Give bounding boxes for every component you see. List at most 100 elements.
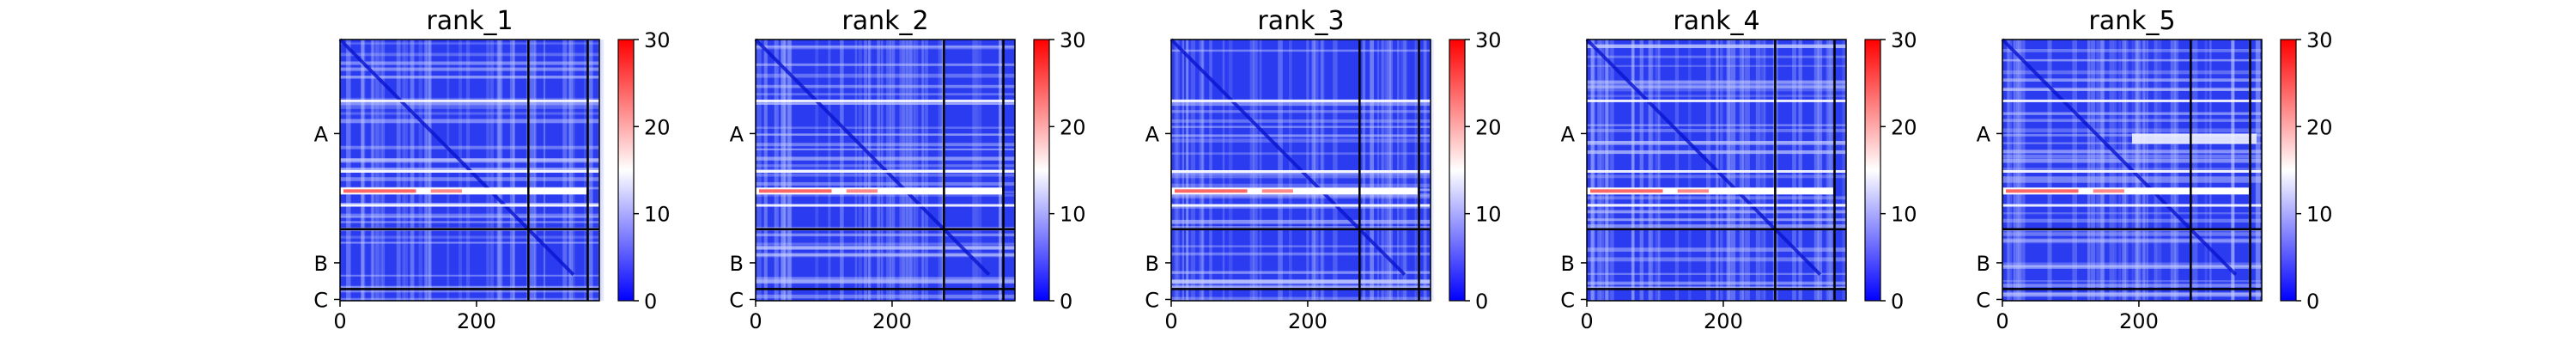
- heatmap-row-band: [756, 164, 1015, 168]
- y-tick-label: A: [1561, 122, 1576, 146]
- heatmap-row-band: [2002, 292, 2262, 297]
- heatmap-row-band: [2002, 232, 2262, 236]
- y-tick-label: A: [314, 122, 329, 146]
- heatmap-row-band: [1171, 110, 1431, 113]
- heatmap-row-band: [1171, 152, 1431, 156]
- x-tick-label: 200: [1704, 309, 1743, 333]
- heatmap-row-band: [756, 247, 1015, 250]
- heatmap-row-band: [2002, 212, 2262, 215]
- colorbar-tick-label: 10: [1060, 203, 1086, 227]
- heatmap-row-band: [1587, 64, 1846, 67]
- heatmap-row-band: [340, 119, 599, 124]
- heatmap-row-band: [1587, 55, 1846, 58]
- heatmap-row-band: [756, 101, 1015, 105]
- colorbar-tick-label: 10: [1891, 203, 1917, 227]
- panel-title: rank_5: [2088, 6, 2175, 36]
- heatmap-row-band: [756, 84, 1015, 89]
- y-tick-label: B: [730, 252, 744, 276]
- heatmap-row-band: [756, 279, 1015, 283]
- heatmap-row-band: [1171, 252, 1431, 255]
- y-tick-label: C: [1976, 288, 1990, 312]
- heatmap-row-band: [1171, 138, 1431, 143]
- heatmap-row-band: [1587, 272, 1846, 275]
- heatmap-row-band: [2002, 262, 2262, 266]
- heatmap-row-band: [2002, 158, 2262, 163]
- heatmap-row-band: [756, 294, 1015, 299]
- heatmap-row-band: [1587, 80, 1846, 84]
- y-tick-label: B: [1145, 252, 1159, 276]
- plot-frame: [1170, 39, 1431, 302]
- heatmap-row-band: [340, 159, 599, 163]
- heatmap-row-band: [1171, 253, 1431, 256]
- heatmap-row-band: [1587, 128, 1846, 132]
- heatmap-row-band: [1171, 271, 1431, 274]
- heatmap-row-band: [1171, 195, 1431, 199]
- heatmap-row-band: [1171, 284, 1431, 290]
- colorbar-tick-label: 30: [1060, 28, 1086, 52]
- colorbar-tick-label: 30: [2306, 28, 2333, 52]
- heatmap-row-band: [756, 126, 1015, 129]
- heatmap-row-band: [340, 145, 599, 150]
- colorbar: [1033, 39, 1050, 302]
- heatmap-row-band: [756, 45, 1015, 48]
- y-tick-label: B: [1977, 252, 1990, 276]
- heatmap-row-band: [1171, 279, 1431, 284]
- y-tick-label: B: [314, 252, 328, 276]
- colorbar: [2280, 39, 2297, 302]
- heatmap-row-band: [1171, 225, 1431, 230]
- heatmap-col-band: [598, 40, 605, 301]
- y-tick-label: C: [1145, 288, 1159, 312]
- heatmap-row-band: [1171, 119, 1431, 123]
- heatmap-row-band: [1587, 211, 1846, 214]
- heatmap-row-band: [2002, 265, 2262, 269]
- heatmap-row-band: [1587, 85, 1846, 89]
- colorbar-tick-label: 20: [644, 115, 671, 139]
- heatmap-white-stripe: [1587, 99, 1846, 102]
- x-tick-label: 200: [872, 309, 912, 333]
- panel-title: rank_2: [841, 6, 928, 36]
- heatmap-hot-band: [846, 189, 878, 193]
- heatmap-row-band: [1587, 141, 1846, 143]
- heatmap-row-band: [756, 277, 1015, 280]
- heatmap-row-band: [1587, 83, 1846, 88]
- heatmap-row-band: [2002, 119, 2262, 122]
- panel-title: rank_3: [1257, 6, 1344, 36]
- heatmap-row-band: [2002, 154, 2262, 159]
- heatmap-row-band: [2002, 284, 2262, 288]
- heatmap-row-band: [756, 73, 1015, 78]
- heatmap-diagonal: [1170, 38, 1406, 277]
- heatmap-hot-band: [1261, 189, 1293, 193]
- heatmap-row-band: [756, 242, 1015, 246]
- heatmap-row-band: [2002, 128, 2262, 133]
- heatmap-row-band: [2002, 58, 2262, 62]
- heatmap-col-band: [598, 40, 603, 301]
- heatmap-row-band: [1171, 285, 1431, 290]
- y-tick-label: B: [1561, 252, 1575, 276]
- heatmap-diagonal: [1585, 38, 1822, 277]
- heatmap-row-band: [1587, 95, 1846, 98]
- heatmap-col-band: [1430, 40, 1434, 301]
- heatmap-row-band: [1587, 150, 1846, 154]
- plot-frame: [1586, 39, 1847, 302]
- colorbar-tick-label: 20: [2306, 115, 2333, 139]
- heatmap-row-band: [340, 274, 599, 277]
- heatmap-row-band: [340, 213, 599, 217]
- heatmap-row-band: [756, 93, 1015, 96]
- x-tick-label: 0: [1996, 309, 2008, 333]
- heatmap-row-band: [2002, 239, 2262, 244]
- heatmap-white-stripe: [2002, 170, 2262, 173]
- panel-title: rank_4: [1673, 6, 1759, 36]
- heatmap-row-band: [756, 182, 1015, 186]
- heatmap-row-band: [340, 221, 599, 223]
- heatmap-white-stripe: [756, 204, 1015, 207]
- heatmap-row-band: [1587, 87, 1846, 92]
- heatmap-row-band: [1587, 140, 1846, 145]
- y-tick-label: C: [729, 288, 744, 312]
- heatmap-row-band: [1587, 283, 1846, 285]
- heatmap-row-band: [340, 67, 599, 71]
- colorbar-tick-label: 0: [1475, 290, 1488, 314]
- heatmap-row-band: [1171, 125, 1431, 128]
